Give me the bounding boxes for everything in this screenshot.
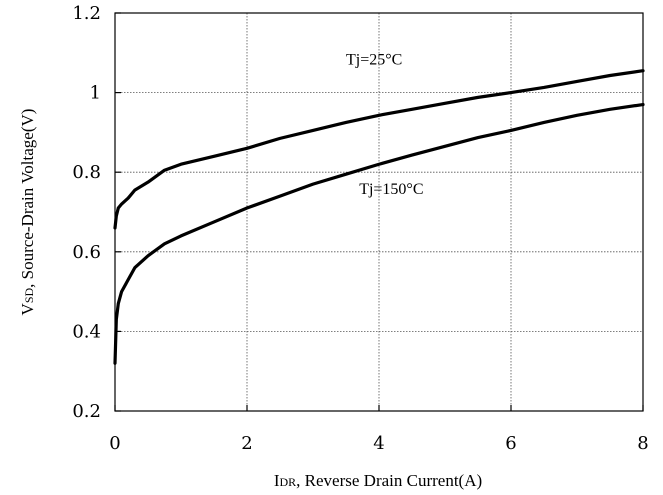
annotation-tj-25: Tj=25°C [346,52,402,69]
y-axis-title: VSD, Source-Drain Voltage(V) [18,109,37,316]
y-tick-label: 0.6 [72,242,101,263]
grid [115,13,643,411]
y-tick-label: 0.2 [72,401,101,422]
x-axis-title-rest: , Reverse Drain Current(A) [296,471,482,490]
x-axis-title-subscript: DR [280,475,297,489]
y-tick-label: 1.2 [72,3,101,24]
axis-ticks: 0 2 4 6 8 0.2 0.4 0.6 0.8 1 1.2 [72,3,648,454]
y-tick-label: 0.8 [72,162,101,183]
x-tick-label: 4 [373,433,384,454]
x-axis-title: IDR, Reverse Drain Current(A) [274,471,482,490]
x-tick-label: 2 [241,433,252,454]
annotation-tj-150: Tj=150°C [359,181,423,198]
y-tick-label: 1 [90,83,101,104]
series-line-0 [113,69,645,230]
y-tick-label: 0.4 [72,321,101,342]
series-line-1 [113,102,645,365]
series-curves [113,69,645,365]
y-axis-title-main: V [18,302,37,315]
x-axis-title-main: I [274,471,280,490]
x-tick-label: 8 [637,433,648,454]
y-axis-title-subscript: SD [22,287,36,303]
x-tick-label: 6 [505,433,516,454]
x-tick-label: 0 [109,433,120,454]
y-axis-title-rest: , Source-Drain Voltage(V) [18,109,37,288]
